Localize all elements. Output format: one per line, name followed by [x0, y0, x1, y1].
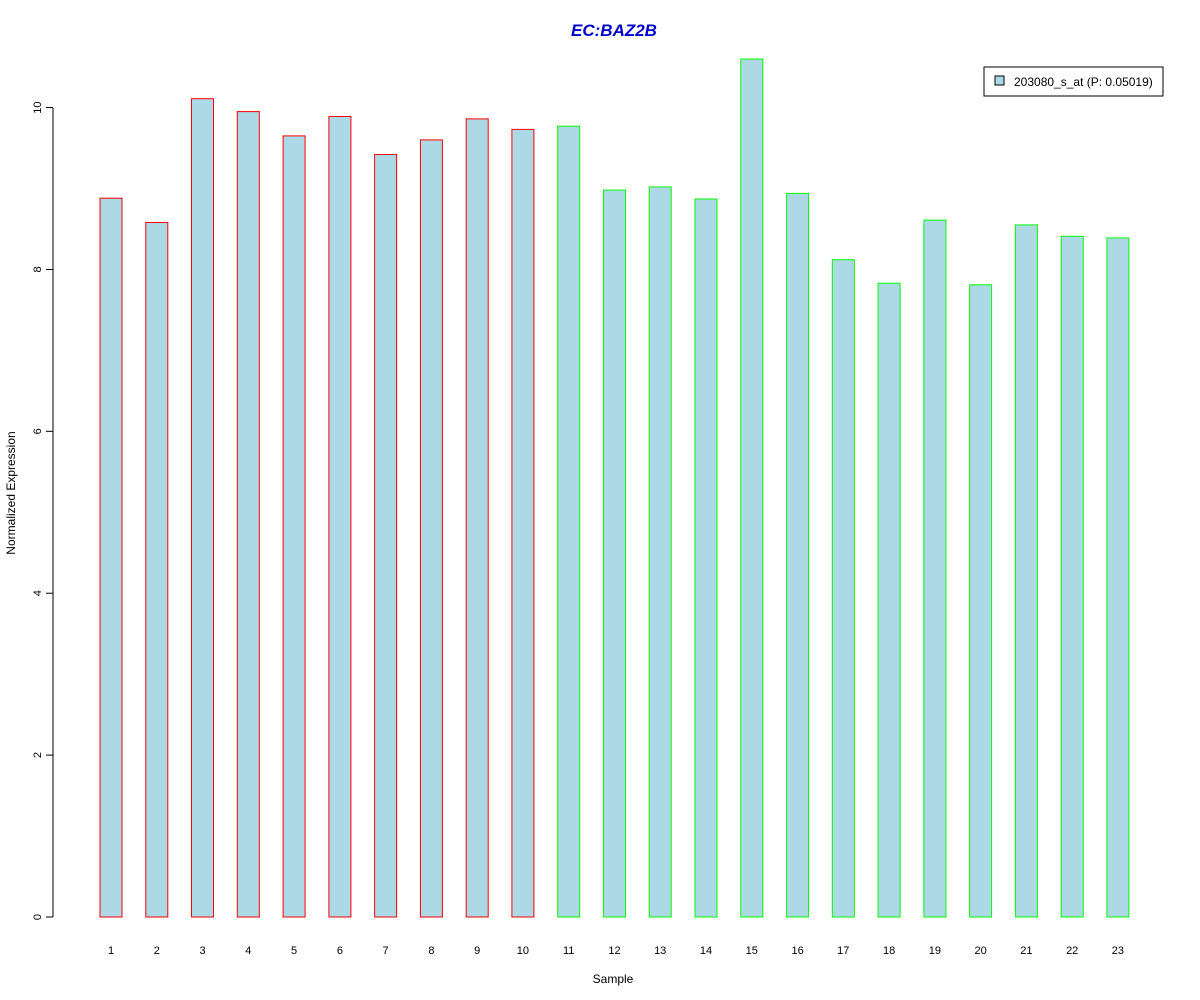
y-axis-tick-label: 2 — [32, 752, 44, 758]
bars — [99, 58, 1130, 918]
x-axis-tick-label: 9 — [474, 945, 480, 957]
bar-sample-14 — [694, 198, 718, 918]
x-axis-tick-label: 19 — [929, 945, 941, 957]
y-axis-tick-label: 4 — [32, 590, 44, 596]
legend-swatch — [994, 75, 1005, 86]
x-axis-tick-label: 14 — [700, 945, 712, 957]
x-axis-tick-label: 21 — [1020, 945, 1032, 957]
bar-sample-12 — [603, 189, 626, 918]
x-axis-tick-label: 4 — [245, 945, 251, 957]
bar-sample-19 — [923, 219, 947, 918]
bar-sample-2 — [145, 222, 169, 918]
x-axis-tick-label: 6 — [337, 945, 343, 957]
bar-sample-1 — [99, 197, 123, 918]
x-axis-tick-label: 7 — [383, 945, 389, 957]
x-axis-tick-labels: 1 2 3 4 5 6 7 8 9 10 11 12 13 14 15 16 17 18 19 20 21 22 23 — [108, 945, 1124, 957]
x-axis-tick-label: 23 — [1112, 945, 1124, 957]
x-axis-tick-label: 20 — [974, 945, 986, 957]
y-axis-tick-label: 6 — [32, 428, 44, 434]
bar-sample-23 — [1106, 237, 1130, 918]
x-axis-tick-label: 1 — [108, 945, 114, 957]
x-axis-tick-label: 22 — [1066, 945, 1078, 957]
bar-sample-7 — [374, 154, 398, 918]
bar-sample-11 — [557, 125, 581, 918]
bar-sample-13 — [648, 186, 672, 918]
chart-title: EC:BAZ2B — [571, 21, 657, 40]
bar-sample-9 — [465, 118, 489, 918]
legend-label: 203080_s_at (P: 0.05019) — [1014, 75, 1153, 89]
x-axis-label: Sample — [593, 972, 634, 986]
bar-sample-4 — [236, 111, 260, 918]
x-axis-tick-label: 3 — [199, 945, 205, 957]
bar-sample-3 — [191, 98, 214, 918]
bar-sample-5 — [282, 135, 306, 918]
x-axis-tick-label: 12 — [608, 945, 620, 957]
x-axis-tick-label: 18 — [883, 945, 895, 957]
bar-sample-8 — [419, 139, 443, 918]
y-axis-tick-label: 8 — [32, 266, 44, 272]
x-axis-tick-label: 8 — [428, 945, 434, 957]
bar-sample-20 — [969, 284, 993, 918]
y-axis-tick-label: 10 — [32, 101, 44, 113]
bar-sample-16 — [786, 192, 810, 918]
x-axis-tick-label: 17 — [837, 945, 849, 957]
x-axis-tick-label: 2 — [154, 945, 160, 957]
bar-sample-6 — [328, 116, 352, 918]
bar-sample-10 — [511, 128, 535, 918]
x-axis-tick-label: 5 — [291, 945, 297, 957]
x-axis-tick-label: 16 — [791, 945, 803, 957]
bar-sample-15 — [740, 58, 764, 918]
legend-box — [983, 66, 1164, 97]
bar-sample-17 — [831, 259, 855, 918]
x-axis-tick-label: 11 — [563, 945, 574, 957]
bar-sample-18 — [877, 282, 901, 918]
y-axis: 0 2 4 6 8 10 — [32, 101, 54, 920]
bar-sample-21 — [1014, 224, 1038, 918]
x-axis-tick-label: 13 — [654, 945, 666, 957]
bar-sample-22 — [1060, 235, 1084, 918]
legend: 203080_s_at (P: 0.05019) — [983, 66, 1164, 97]
x-axis-tick-label: 10 — [517, 945, 529, 957]
y-axis-tick-label: 0 — [32, 914, 44, 920]
x-axis-tick-label: 15 — [746, 945, 758, 957]
y-axis-label: Normalized Expression — [4, 431, 18, 554]
